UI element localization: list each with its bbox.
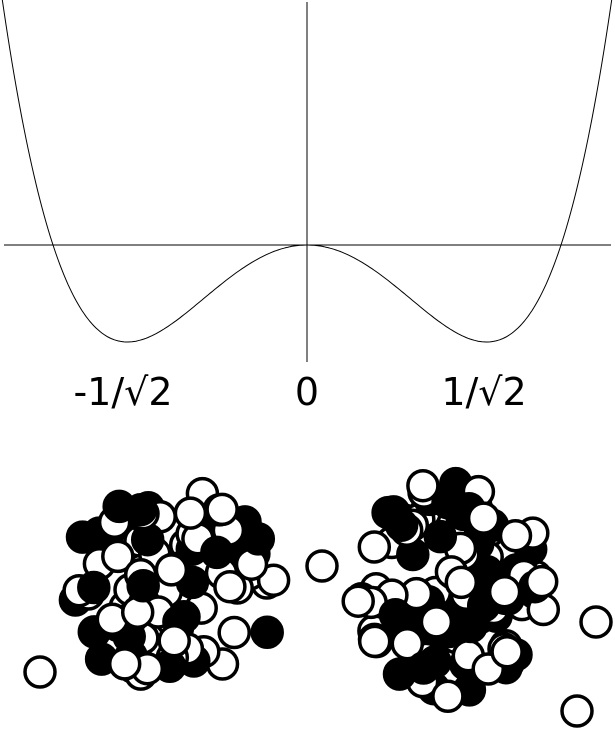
particle bbox=[305, 549, 339, 583]
particle bbox=[357, 530, 392, 564]
particle bbox=[384, 508, 419, 542]
particle bbox=[524, 564, 559, 599]
particle bbox=[423, 519, 458, 554]
particle bbox=[357, 624, 392, 659]
particle bbox=[200, 535, 234, 570]
particle bbox=[107, 647, 142, 681]
particle bbox=[256, 563, 291, 597]
tick-label: 1/√2 bbox=[441, 370, 526, 414]
particle bbox=[205, 492, 239, 527]
particle bbox=[466, 501, 501, 535]
particle bbox=[126, 569, 160, 603]
particle bbox=[217, 615, 251, 650]
particles bbox=[23, 466, 613, 728]
particle bbox=[490, 635, 524, 669]
particle bbox=[406, 468, 440, 503]
particle bbox=[498, 518, 533, 553]
particle bbox=[241, 522, 276, 556]
particle bbox=[157, 624, 191, 658]
particle bbox=[341, 584, 375, 618]
particle bbox=[123, 492, 158, 527]
particle bbox=[431, 679, 465, 714]
particle bbox=[120, 595, 155, 630]
particle bbox=[154, 553, 189, 587]
particle bbox=[65, 520, 100, 554]
particle bbox=[444, 565, 479, 600]
particle bbox=[560, 694, 594, 728]
particle bbox=[454, 609, 488, 644]
particle bbox=[378, 597, 413, 632]
potential-curve bbox=[1, 0, 613, 343]
tick-label: 0 bbox=[295, 370, 319, 414]
particle bbox=[213, 569, 247, 604]
particle bbox=[382, 657, 417, 691]
particle bbox=[77, 570, 111, 605]
particle bbox=[101, 539, 135, 574]
particle bbox=[23, 655, 57, 689]
tick-label: -1/√2 bbox=[73, 370, 172, 414]
particle bbox=[419, 605, 454, 639]
particle bbox=[390, 626, 425, 661]
particle bbox=[579, 605, 613, 639]
particle bbox=[250, 615, 284, 650]
particle bbox=[173, 496, 208, 530]
particle bbox=[487, 574, 522, 609]
